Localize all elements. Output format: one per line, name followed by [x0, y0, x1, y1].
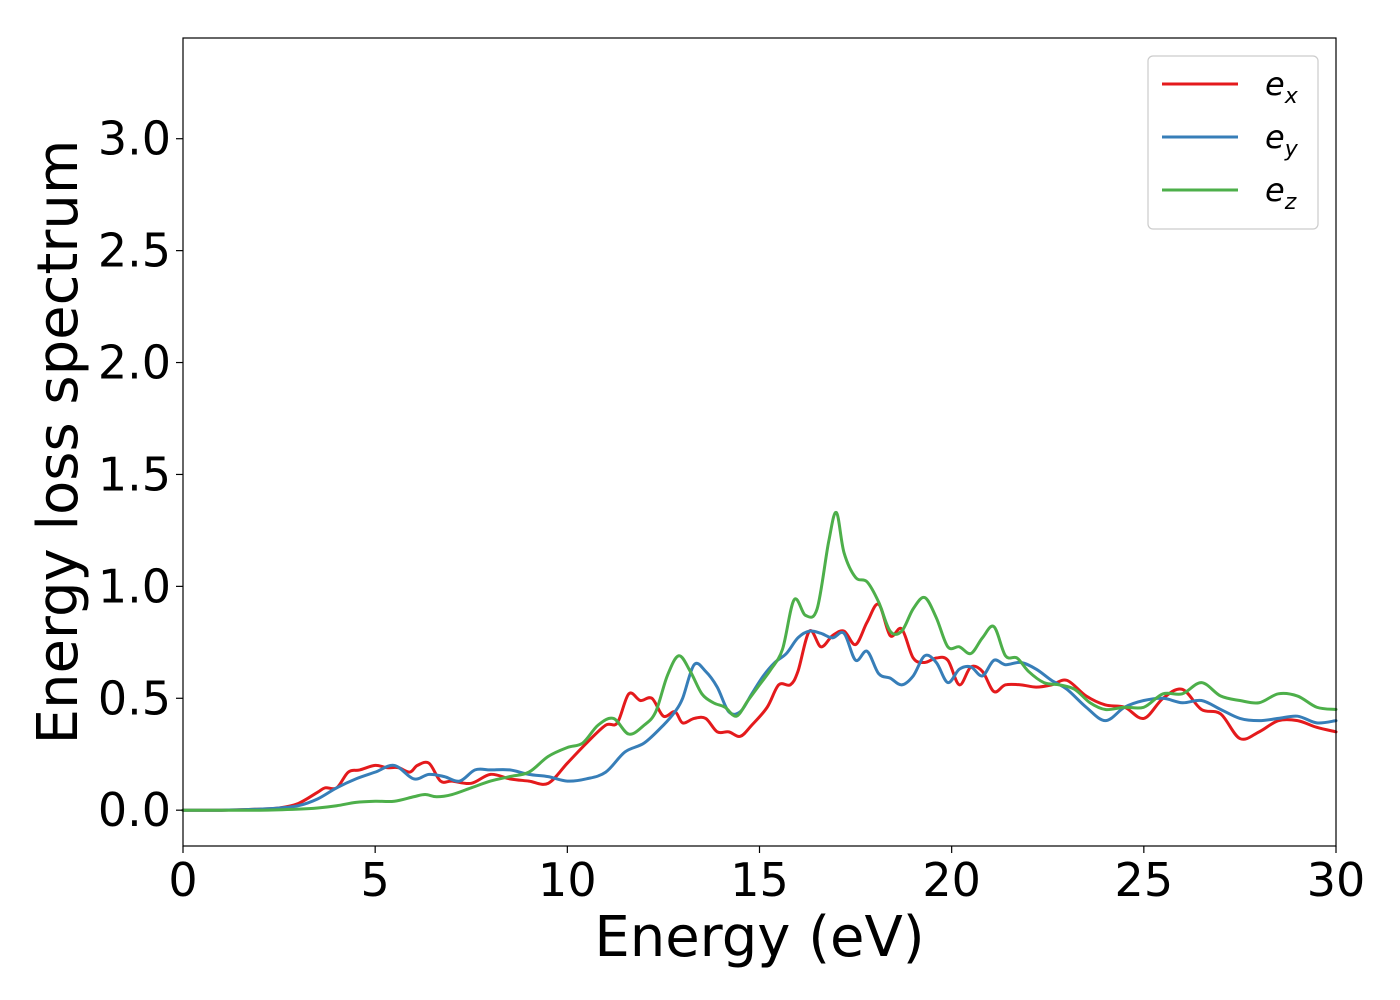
x-tick-label: 10 — [538, 853, 597, 907]
y-tick-label: 1.0 — [98, 559, 171, 613]
series-layer — [181, 510, 1338, 812]
y-tick-label: 1.5 — [98, 447, 171, 501]
plot-background — [183, 38, 1336, 846]
legend-subscript: x — [1284, 84, 1299, 109]
y-tick-label: 2.5 — [98, 224, 171, 278]
series-line-ex — [181, 602, 1338, 812]
x-tick-label: 5 — [361, 853, 390, 907]
x-tick-label: 0 — [168, 853, 197, 907]
y-tick-label: 2.0 — [98, 336, 171, 390]
legend-subscript: y — [1284, 137, 1299, 162]
x-tick-label: 20 — [922, 853, 981, 907]
series-line-ey — [181, 629, 1338, 812]
legend-subscript: z — [1284, 190, 1297, 215]
x-tick-label: 15 — [730, 853, 789, 907]
x-tick-label: 25 — [1115, 853, 1174, 907]
series-line-ez — [181, 510, 1338, 812]
y-tick-label: 0.5 — [98, 671, 171, 725]
y-axis-label: Energy loss spectrum — [26, 140, 91, 745]
ticks-layer: 0 5 10 15 20 25 30 0.0 0.5 1.0 1.5 2.0 2.5 3.0 — [98, 112, 1365, 907]
x-axis-label: Energy (eV) — [594, 905, 924, 970]
y-tick-label: 3.0 — [98, 112, 171, 166]
y-tick-label: 0.0 — [98, 783, 171, 837]
x-tick-label: 30 — [1307, 853, 1366, 907]
legend-box — [1147, 55, 1319, 230]
